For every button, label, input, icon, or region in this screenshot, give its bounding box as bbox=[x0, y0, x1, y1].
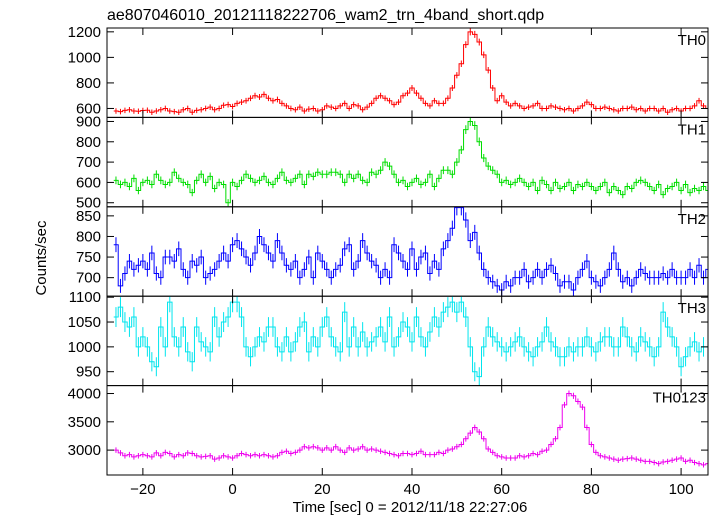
series-th1 bbox=[113, 117, 708, 207]
chart-title: ae807046010_20121118222706_wam2_trn_4ban… bbox=[107, 7, 544, 24]
y-tick-label: 700 bbox=[76, 270, 101, 287]
y-tick-label: 1000 bbox=[68, 49, 101, 66]
series-line bbox=[113, 301, 708, 378]
y-tick-label: 1000 bbox=[68, 339, 101, 356]
y-tick-label: 850 bbox=[76, 208, 101, 225]
y-tick-label: 600 bbox=[76, 174, 101, 191]
series-line bbox=[113, 207, 708, 291]
panel-frame bbox=[106, 385, 709, 476]
series-line bbox=[113, 120, 708, 204]
y-tick-label: 500 bbox=[76, 195, 101, 212]
panel-frame bbox=[106, 27, 709, 118]
x-tick-label: 0 bbox=[228, 481, 236, 498]
panel-label: TH3 bbox=[678, 300, 706, 317]
series-th0 bbox=[113, 28, 708, 116]
panel-th3: 950 1000 1050 1100 TH3 bbox=[68, 289, 709, 387]
panel-label: TH1 bbox=[678, 121, 706, 138]
y-tick-label: 3000 bbox=[68, 442, 101, 459]
series-th0123 bbox=[113, 390, 708, 468]
x-tick-label: 40 bbox=[404, 481, 421, 498]
y-tick-label: 1200 bbox=[68, 24, 101, 41]
x-tick-label: 80 bbox=[583, 481, 600, 498]
panel-label: TH0123 bbox=[653, 390, 706, 407]
x-axis-label: Time [sec] 0 = 2012/11/18 22:27:06 bbox=[293, 499, 528, 516]
y-tick-label: 600 bbox=[76, 100, 101, 117]
panel-th0123: 3000 3500 4000 TH0123 bbox=[68, 385, 709, 476]
panel-th0: 600 800 1000 1200 TH0 bbox=[68, 24, 709, 118]
y-tick-label: 800 bbox=[76, 228, 101, 245]
y-tick-label: 900 bbox=[76, 113, 101, 130]
series-th2 bbox=[113, 206, 708, 297]
x-tick-label: −20 bbox=[130, 481, 155, 498]
series-th3 bbox=[113, 296, 708, 386]
y-tick-label: 700 bbox=[76, 154, 101, 171]
y-axis-label: Counts/sec bbox=[33, 220, 50, 296]
panel-th1: 500 600 700 800 900 TH1 bbox=[76, 113, 709, 212]
series-line bbox=[113, 393, 708, 466]
panel-label: TH0 bbox=[678, 32, 706, 49]
y-tick-label: 1050 bbox=[68, 314, 101, 331]
x-tick-label: 20 bbox=[314, 481, 331, 498]
y-tick-label: 3500 bbox=[68, 414, 101, 431]
y-tick-label: 1100 bbox=[69, 289, 101, 306]
x-tick-label: 60 bbox=[493, 481, 510, 498]
y-tick-label: 800 bbox=[76, 134, 101, 151]
y-tick-label: 4000 bbox=[68, 386, 101, 403]
y-tick-label: 750 bbox=[76, 249, 101, 266]
x-tick-label: 100 bbox=[669, 481, 694, 498]
y-tick-label: 800 bbox=[76, 75, 101, 92]
y-tick-label: 950 bbox=[76, 364, 101, 381]
panel-frame bbox=[106, 206, 709, 297]
panel-label: TH2 bbox=[678, 211, 706, 228]
panel-th2: 700 750 800 850 TH2 bbox=[76, 206, 709, 297]
series-line bbox=[113, 31, 708, 113]
